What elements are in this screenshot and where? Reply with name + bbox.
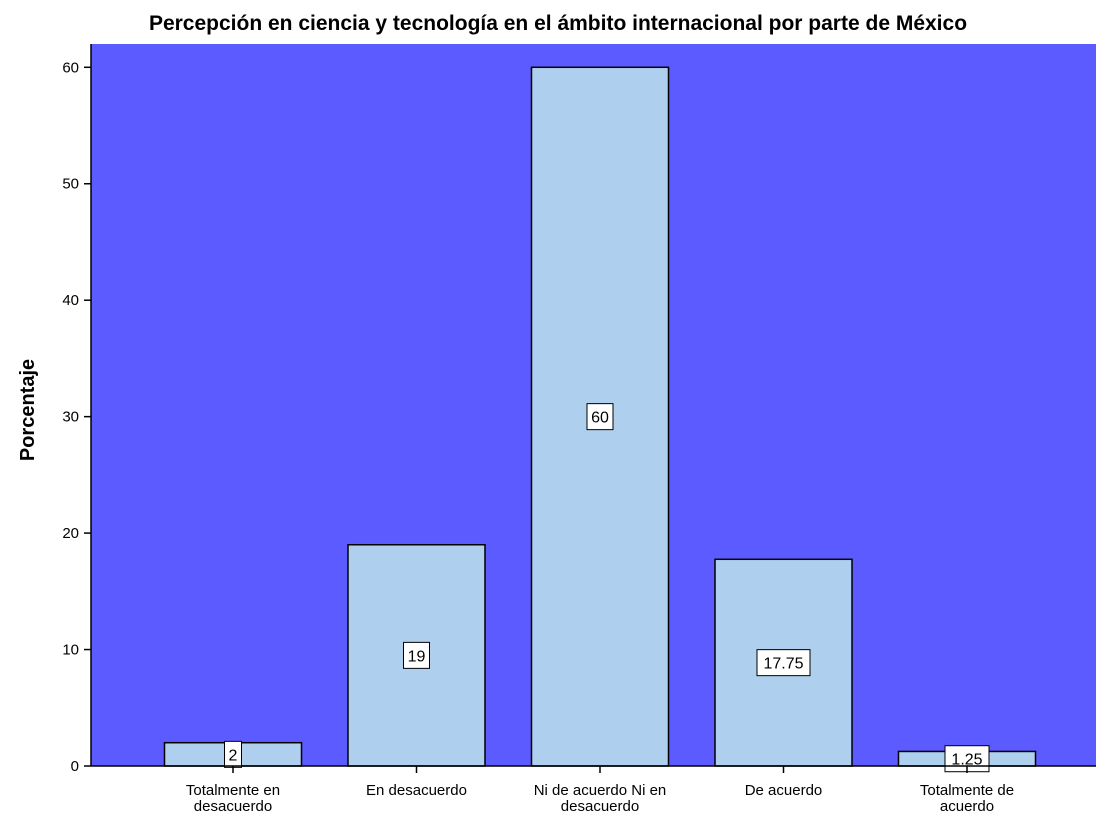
- data-label-box: [586, 403, 614, 431]
- data-label-box: [756, 649, 811, 677]
- y-tick-label: 60: [62, 59, 79, 76]
- y-tick-label: 50: [62, 176, 79, 193]
- data-label-text: 2: [229, 747, 238, 764]
- data-label: 19: [403, 641, 430, 669]
- y-tick-label: 10: [62, 642, 79, 659]
- data-label-text: 19: [408, 648, 426, 665]
- x-tick-label: Totalmente de: [920, 782, 1014, 799]
- x-tick-label: desacuerdo: [194, 798, 272, 815]
- data-label-text: 60: [591, 410, 609, 427]
- data-label-text: 1.25: [951, 752, 982, 769]
- data-label: 17.75: [756, 649, 811, 677]
- x-tick-label: desacuerdo: [561, 798, 639, 815]
- data-label: 1.25: [944, 745, 990, 773]
- y-tick-label: 20: [62, 525, 79, 542]
- data-label-text: 17.75: [763, 656, 803, 673]
- y-axis-label: Porcentaje: [17, 359, 39, 461]
- y-tick-label: 30: [62, 409, 79, 426]
- x-tick-label: En desacuerdo: [366, 782, 467, 799]
- chart-title: Percepción en ciencia y tecnología en el…: [149, 12, 967, 35]
- y-axis: 0 10 20 30 40 50 60: [62, 44, 92, 775]
- data-label-box: [403, 641, 430, 669]
- x-tick-label: Totalmente en: [186, 782, 280, 799]
- y-tick-label: 0: [71, 758, 79, 775]
- x-tick-label: Ni de acuerdo Ni en: [534, 782, 667, 799]
- data-label: 60: [586, 403, 614, 431]
- y-tick-label: 40: [62, 292, 79, 309]
- x-tick-label: acuerdo: [940, 798, 994, 815]
- data-label: 2: [224, 740, 242, 768]
- x-tick-label: De acuerdo: [745, 782, 823, 799]
- bars: 2 19 60 17.75 1.25: [163, 66, 1037, 773]
